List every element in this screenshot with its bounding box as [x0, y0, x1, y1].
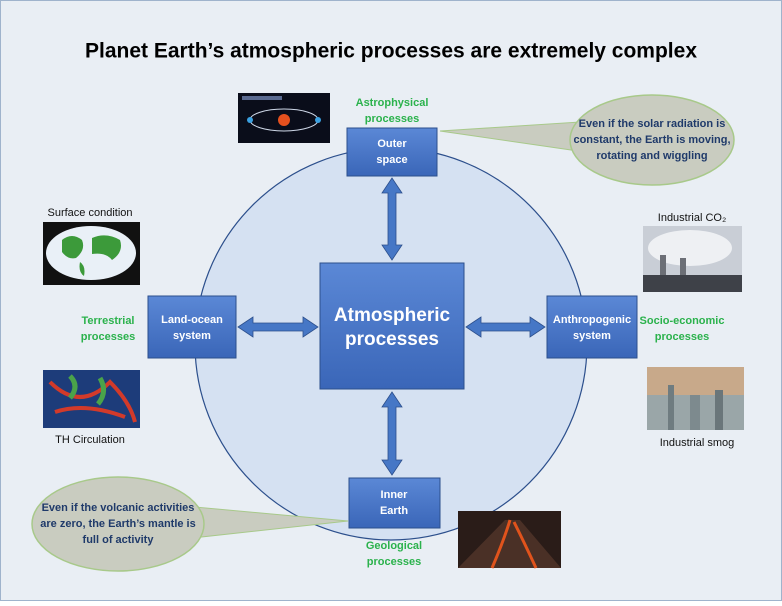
- node-box: [347, 128, 437, 176]
- co2-image: [643, 226, 742, 292]
- diagram: Planet Earth’s atmospheric processes are…: [0, 0, 782, 601]
- callout-text: rotating and wiggling: [596, 150, 707, 162]
- callout-text: are zero, the Earth’s mantle is: [40, 518, 195, 530]
- callout-text: full of activity: [83, 534, 155, 546]
- callout-text: constant, the Earth is moving,: [573, 134, 730, 146]
- image-caption: Industrial smog: [660, 437, 735, 449]
- callout-text: Even if the solar radiation is: [579, 118, 726, 130]
- image-caption: Surface condition: [48, 207, 133, 219]
- process-label: processes: [365, 113, 419, 125]
- process-label: Astrophysical: [356, 97, 429, 109]
- node-text: system: [173, 330, 211, 342]
- solar-image: [238, 93, 330, 143]
- node-box: [349, 478, 440, 528]
- volcano-image: [458, 511, 561, 568]
- node-text: Anthropogenic: [553, 314, 631, 326]
- process-label: processes: [81, 331, 135, 343]
- smog-image: [647, 367, 744, 430]
- node-text: Land-ocean: [161, 314, 223, 326]
- node-text: Outer: [377, 138, 407, 150]
- map-image: [43, 222, 140, 285]
- process-label: processes: [367, 556, 421, 568]
- node-text: system: [573, 330, 611, 342]
- image-caption: TH Circulation: [55, 434, 125, 446]
- center-text: processes: [345, 329, 439, 350]
- node-box: [148, 296, 236, 358]
- node-text: Inner: [381, 489, 409, 501]
- process-label: Socio-economic: [640, 315, 725, 327]
- image-caption: Industrial CO₂: [658, 212, 726, 224]
- center-text: Atmospheric: [334, 305, 451, 326]
- process-label: processes: [655, 331, 709, 343]
- process-label: Terrestrial: [82, 315, 135, 327]
- circulation-image: [43, 370, 140, 428]
- node-text: space: [376, 154, 407, 166]
- process-label: Geological: [366, 540, 422, 552]
- node-text: Earth: [380, 505, 408, 517]
- callout-text: Even if the volcanic activities: [42, 502, 195, 514]
- node-box: [547, 296, 637, 358]
- title: Planet Earth’s atmospheric processes are…: [85, 40, 697, 63]
